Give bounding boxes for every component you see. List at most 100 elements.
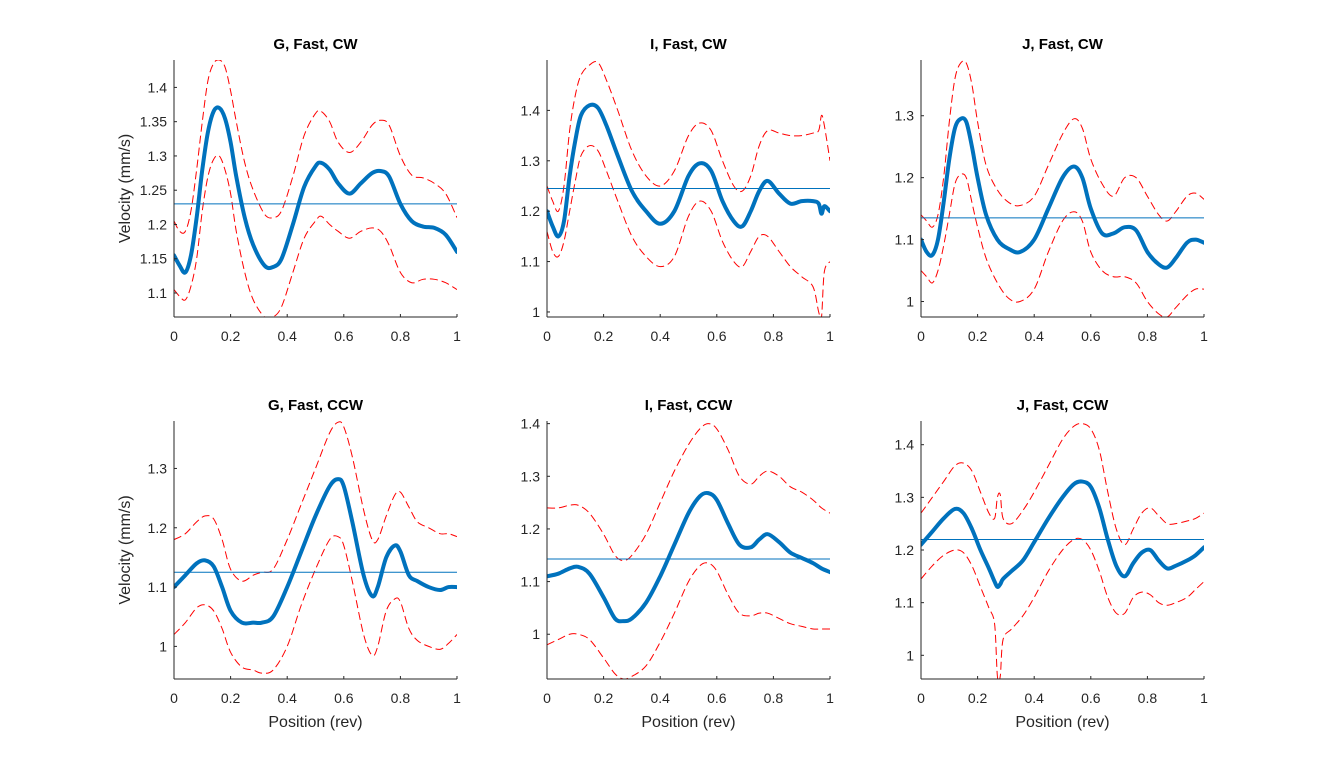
y-tick-label: 1.15	[140, 251, 167, 267]
y-tick-label: 1.3	[148, 460, 168, 476]
x-axis-label: Position (rev)	[268, 714, 362, 731]
y-tick-label: 1	[532, 626, 540, 642]
subplot-4: 0 0.2 0.4 0.6 0.8 1 1 1.1 1.2 1.3 G, Fast, CCW Posi…	[117, 397, 461, 731]
x-tick-label: 1	[826, 690, 834, 706]
y-tick-label: 1	[532, 304, 540, 320]
series-line-upper-bound	[921, 422, 1204, 546]
subplot-3: 0 0.2 0.4 0.6 0.8 1 1 1.1 1.2 1.3 J, Fast, CW	[895, 36, 1209, 344]
x-tick-label: 0.6	[707, 328, 727, 344]
x-tick-label: 0.6	[1081, 328, 1101, 344]
y-tick-label: 1.2	[521, 203, 541, 219]
series-line-upper-bound	[174, 421, 457, 582]
x-tick-label: 1	[1200, 328, 1208, 344]
series-line-mean	[547, 490, 830, 624]
y-tick-label: 1.35	[140, 114, 167, 130]
x-tick-label: 0.2	[594, 328, 614, 344]
plot-area	[921, 60, 1204, 317]
x-tick-label: 0.6	[707, 690, 727, 706]
x-tick-label: 0.2	[221, 328, 241, 344]
subplot-6: 0 0.2 0.4 0.6 0.8 1 1 1.1 1.2 1.3 1.4 J, Fast, CCW P…	[895, 397, 1209, 731]
y-tick-label: 1.3	[521, 153, 541, 169]
y-tick-label: 1.4	[521, 102, 541, 118]
x-tick-label: 0.8	[391, 690, 411, 706]
subplot-1: 0 0.2 0.4 0.6 0.8 1 1.1 1.15 1.2 1.25 1.3 1.35 1.4 G,…	[117, 36, 461, 344]
series-line-lower-bound	[547, 562, 830, 679]
x-tick-label: 0.4	[650, 690, 670, 706]
x-tick-label: 1	[826, 328, 834, 344]
x-tick-label: 0.4	[1024, 328, 1044, 344]
series-line-mean	[921, 479, 1204, 589]
subplot-title: J, Fast, CCW	[1017, 397, 1110, 414]
subplot-title: G, Fast, CCW	[268, 397, 364, 414]
y-tick-label: 1.3	[148, 148, 168, 164]
x-tick-label: 0	[170, 690, 178, 706]
subplot-title: J, Fast, CW	[1022, 36, 1104, 53]
x-tick-label: 0.6	[334, 690, 354, 706]
subplot-title: I, Fast, CW	[650, 36, 728, 53]
y-tick-label: 1.2	[521, 521, 541, 537]
x-tick-label: 0.2	[968, 690, 988, 706]
y-tick-label: 1.3	[895, 489, 915, 505]
series-line-lower-bound	[921, 537, 1204, 679]
x-tick-label: 0.6	[1081, 690, 1101, 706]
series-line-lower-bound	[174, 154, 457, 317]
x-tick-label: 0	[543, 328, 551, 344]
y-tick-label: 1.1	[148, 285, 168, 301]
x-tick-label: 0	[170, 328, 178, 344]
x-tick-label: 0.8	[391, 328, 411, 344]
y-tick-label: 1.4	[148, 79, 168, 95]
y-tick-label: 1.1	[895, 595, 915, 611]
x-tick-label: 0	[917, 690, 925, 706]
y-axis-label: Velocity (mm/s)	[117, 495, 134, 604]
series-line-upper-bound	[547, 423, 830, 562]
x-tick-label: 0.4	[1024, 690, 1044, 706]
y-tick-label: 1.2	[148, 520, 168, 536]
y-tick-label: 1	[906, 647, 914, 663]
plot-area	[547, 61, 830, 317]
x-tick-label: 0.8	[1138, 328, 1158, 344]
x-tick-label: 0.6	[334, 328, 354, 344]
series-line-mean	[174, 477, 457, 626]
y-tick-label: 1.2	[895, 542, 915, 558]
series-line-upper-bound	[921, 60, 1204, 228]
subplot-5: 0 0.2 0.4 0.6 0.8 1 1 1.1 1.2 1.3 1.4 I, Fast, CCW P…	[521, 397, 835, 731]
x-tick-label: 0.2	[594, 690, 614, 706]
x-tick-label: 0.8	[764, 690, 784, 706]
y-tick-label: 1.2	[148, 216, 168, 232]
series-line-mean	[174, 105, 457, 275]
series-line-mean	[921, 116, 1204, 270]
y-tick-label: 1.2	[895, 170, 915, 186]
x-tick-label: 0.2	[221, 690, 241, 706]
y-tick-label: 1.1	[521, 254, 541, 270]
plot-area	[174, 60, 457, 317]
subplot-2: 0 0.2 0.4 0.6 0.8 1 1 1.1 1.2 1.3 1.4 I, Fast, CW	[521, 36, 835, 344]
subplot-title: G, Fast, CW	[273, 36, 358, 53]
y-tick-label: 1.25	[140, 182, 167, 198]
x-tick-label: 0	[917, 328, 925, 344]
series-line-lower-bound	[547, 144, 830, 317]
y-tick-label: 1	[159, 638, 167, 654]
x-tick-label: 0	[543, 690, 551, 706]
series-line-upper-bound	[174, 60, 457, 234]
y-tick-label: 1.1	[895, 232, 915, 248]
x-tick-label: 0.4	[277, 690, 297, 706]
y-tick-label: 1.3	[521, 468, 541, 484]
series-line-mean	[547, 102, 830, 239]
x-tick-label: 0.2	[968, 328, 988, 344]
plot-area	[174, 421, 457, 674]
x-tick-label: 1	[1200, 690, 1208, 706]
plot-area	[547, 423, 830, 679]
x-tick-label: 0.4	[650, 328, 670, 344]
y-tick-label: 1.3	[895, 108, 915, 124]
series-line-upper-bound	[547, 61, 830, 213]
x-tick-label: 0.4	[277, 328, 297, 344]
series-line-lower-bound	[921, 173, 1204, 317]
x-tick-label: 1	[453, 690, 461, 706]
series-line-lower-bound	[174, 535, 457, 674]
y-axis-label: Velocity (mm/s)	[117, 134, 134, 243]
subplot-title: I, Fast, CCW	[645, 397, 733, 414]
y-tick-label: 1.4	[521, 416, 541, 432]
x-axis-label: Position (rev)	[1015, 714, 1109, 731]
x-tick-label: 1	[453, 328, 461, 344]
